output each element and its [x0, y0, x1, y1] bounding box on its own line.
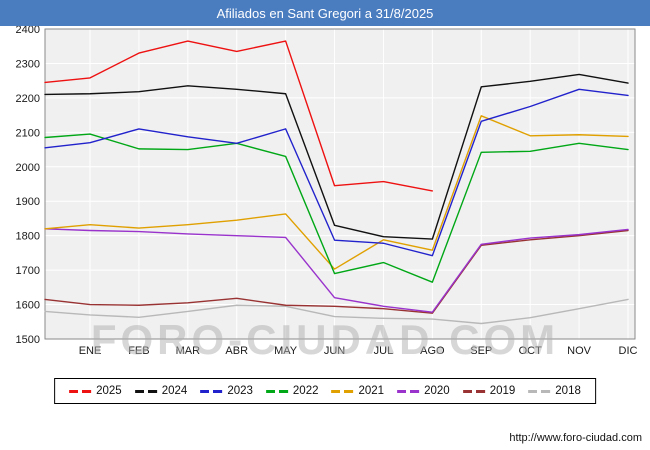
legend-line-sample — [331, 389, 354, 393]
x-tick-label: SEP — [470, 345, 492, 356]
chart-title-bar: Afiliados en Sant Gregori a 31/8/2025 — [0, 0, 650, 26]
series-line-2021 — [44, 115, 629, 270]
x-tick-label: JUL — [374, 345, 394, 356]
legend-item-2025: 2025 — [69, 385, 122, 397]
legend-line-sample — [134, 389, 157, 393]
chart-legend: 2025 2024 2023 2022 2021 2020 2019 2018 — [54, 378, 596, 404]
legend-line-sample — [69, 389, 92, 393]
y-tick-label: 1800 — [16, 231, 40, 243]
legend-label: 2018 — [555, 385, 581, 397]
x-tick-label: DIC — [619, 345, 638, 356]
plot-area — [45, 29, 635, 339]
x-tick-label: NOV — [567, 345, 592, 356]
page-title: Afiliados en Sant Gregori a 31/8/2025 — [216, 5, 434, 21]
y-tick-label: 2400 — [16, 26, 40, 36]
legend-line-sample — [528, 389, 551, 393]
legend-label: 2021 — [358, 385, 385, 397]
legend-label: 2025 — [96, 385, 122, 397]
series-line-2019 — [44, 229, 629, 314]
y-tick-label: 2300 — [16, 58, 40, 70]
legend-item-2020: 2020 — [397, 385, 450, 397]
site-url[interactable]: http://www.foro-ciudad.com — [509, 432, 642, 444]
y-tick-label: 2200 — [16, 93, 40, 105]
legend-item-2023: 2023 — [200, 385, 253, 397]
legend-item-2021: 2021 — [331, 385, 385, 397]
legend-line-sample — [200, 389, 223, 393]
y-tick-label: 1500 — [16, 334, 40, 346]
series-line-2018 — [44, 298, 629, 325]
legend-item-2022: 2022 — [265, 385, 319, 397]
legend-label: 2023 — [227, 385, 253, 397]
y-tick-label: 1900 — [16, 196, 40, 208]
x-tick-label: FEB — [128, 345, 149, 356]
legend-line-sample — [397, 389, 420, 393]
y-tick-label: 1600 — [16, 300, 40, 312]
line-chart: 1500 1600 1700 1800 1900 2000 2100 2200 2300 2400… — [0, 24, 650, 361]
x-tick-label: ENE — [79, 345, 102, 356]
plot-frame — [44, 28, 636, 340]
y-tick-label: 2000 — [16, 162, 40, 174]
x-tick-label: AGO — [420, 345, 445, 356]
series-line-2023 — [44, 88, 629, 257]
legend-label: 2024 — [161, 385, 188, 397]
legend-item-2019: 2019 — [462, 385, 516, 397]
legend-label: 2022 — [292, 385, 319, 397]
legend-label: 2019 — [489, 385, 516, 397]
chart-canvas: 1500 1600 1700 1800 1900 2000 2100 2200 2300 2400… — [16, 24, 638, 357]
legend-item-2018: 2018 — [528, 385, 581, 397]
legend-label: 2020 — [424, 385, 450, 397]
x-tick-label: JUN — [324, 345, 345, 356]
x-tick-label: ABR — [225, 345, 248, 356]
y-tick-label: 1700 — [16, 265, 40, 277]
x-tick-label: MAR — [176, 345, 201, 356]
legend-item-2024: 2024 — [134, 385, 188, 397]
series-line-2025 — [44, 40, 434, 192]
series-line-2020 — [44, 228, 629, 313]
series-line-2022 — [44, 133, 629, 283]
x-tick-label: MAY — [274, 345, 298, 356]
legend-line-sample — [462, 389, 485, 393]
x-tick-label: OCT — [519, 345, 543, 356]
legend-line-sample — [265, 389, 288, 393]
y-tick-label: 2100 — [16, 127, 40, 139]
series-line-2024 — [44, 73, 629, 240]
